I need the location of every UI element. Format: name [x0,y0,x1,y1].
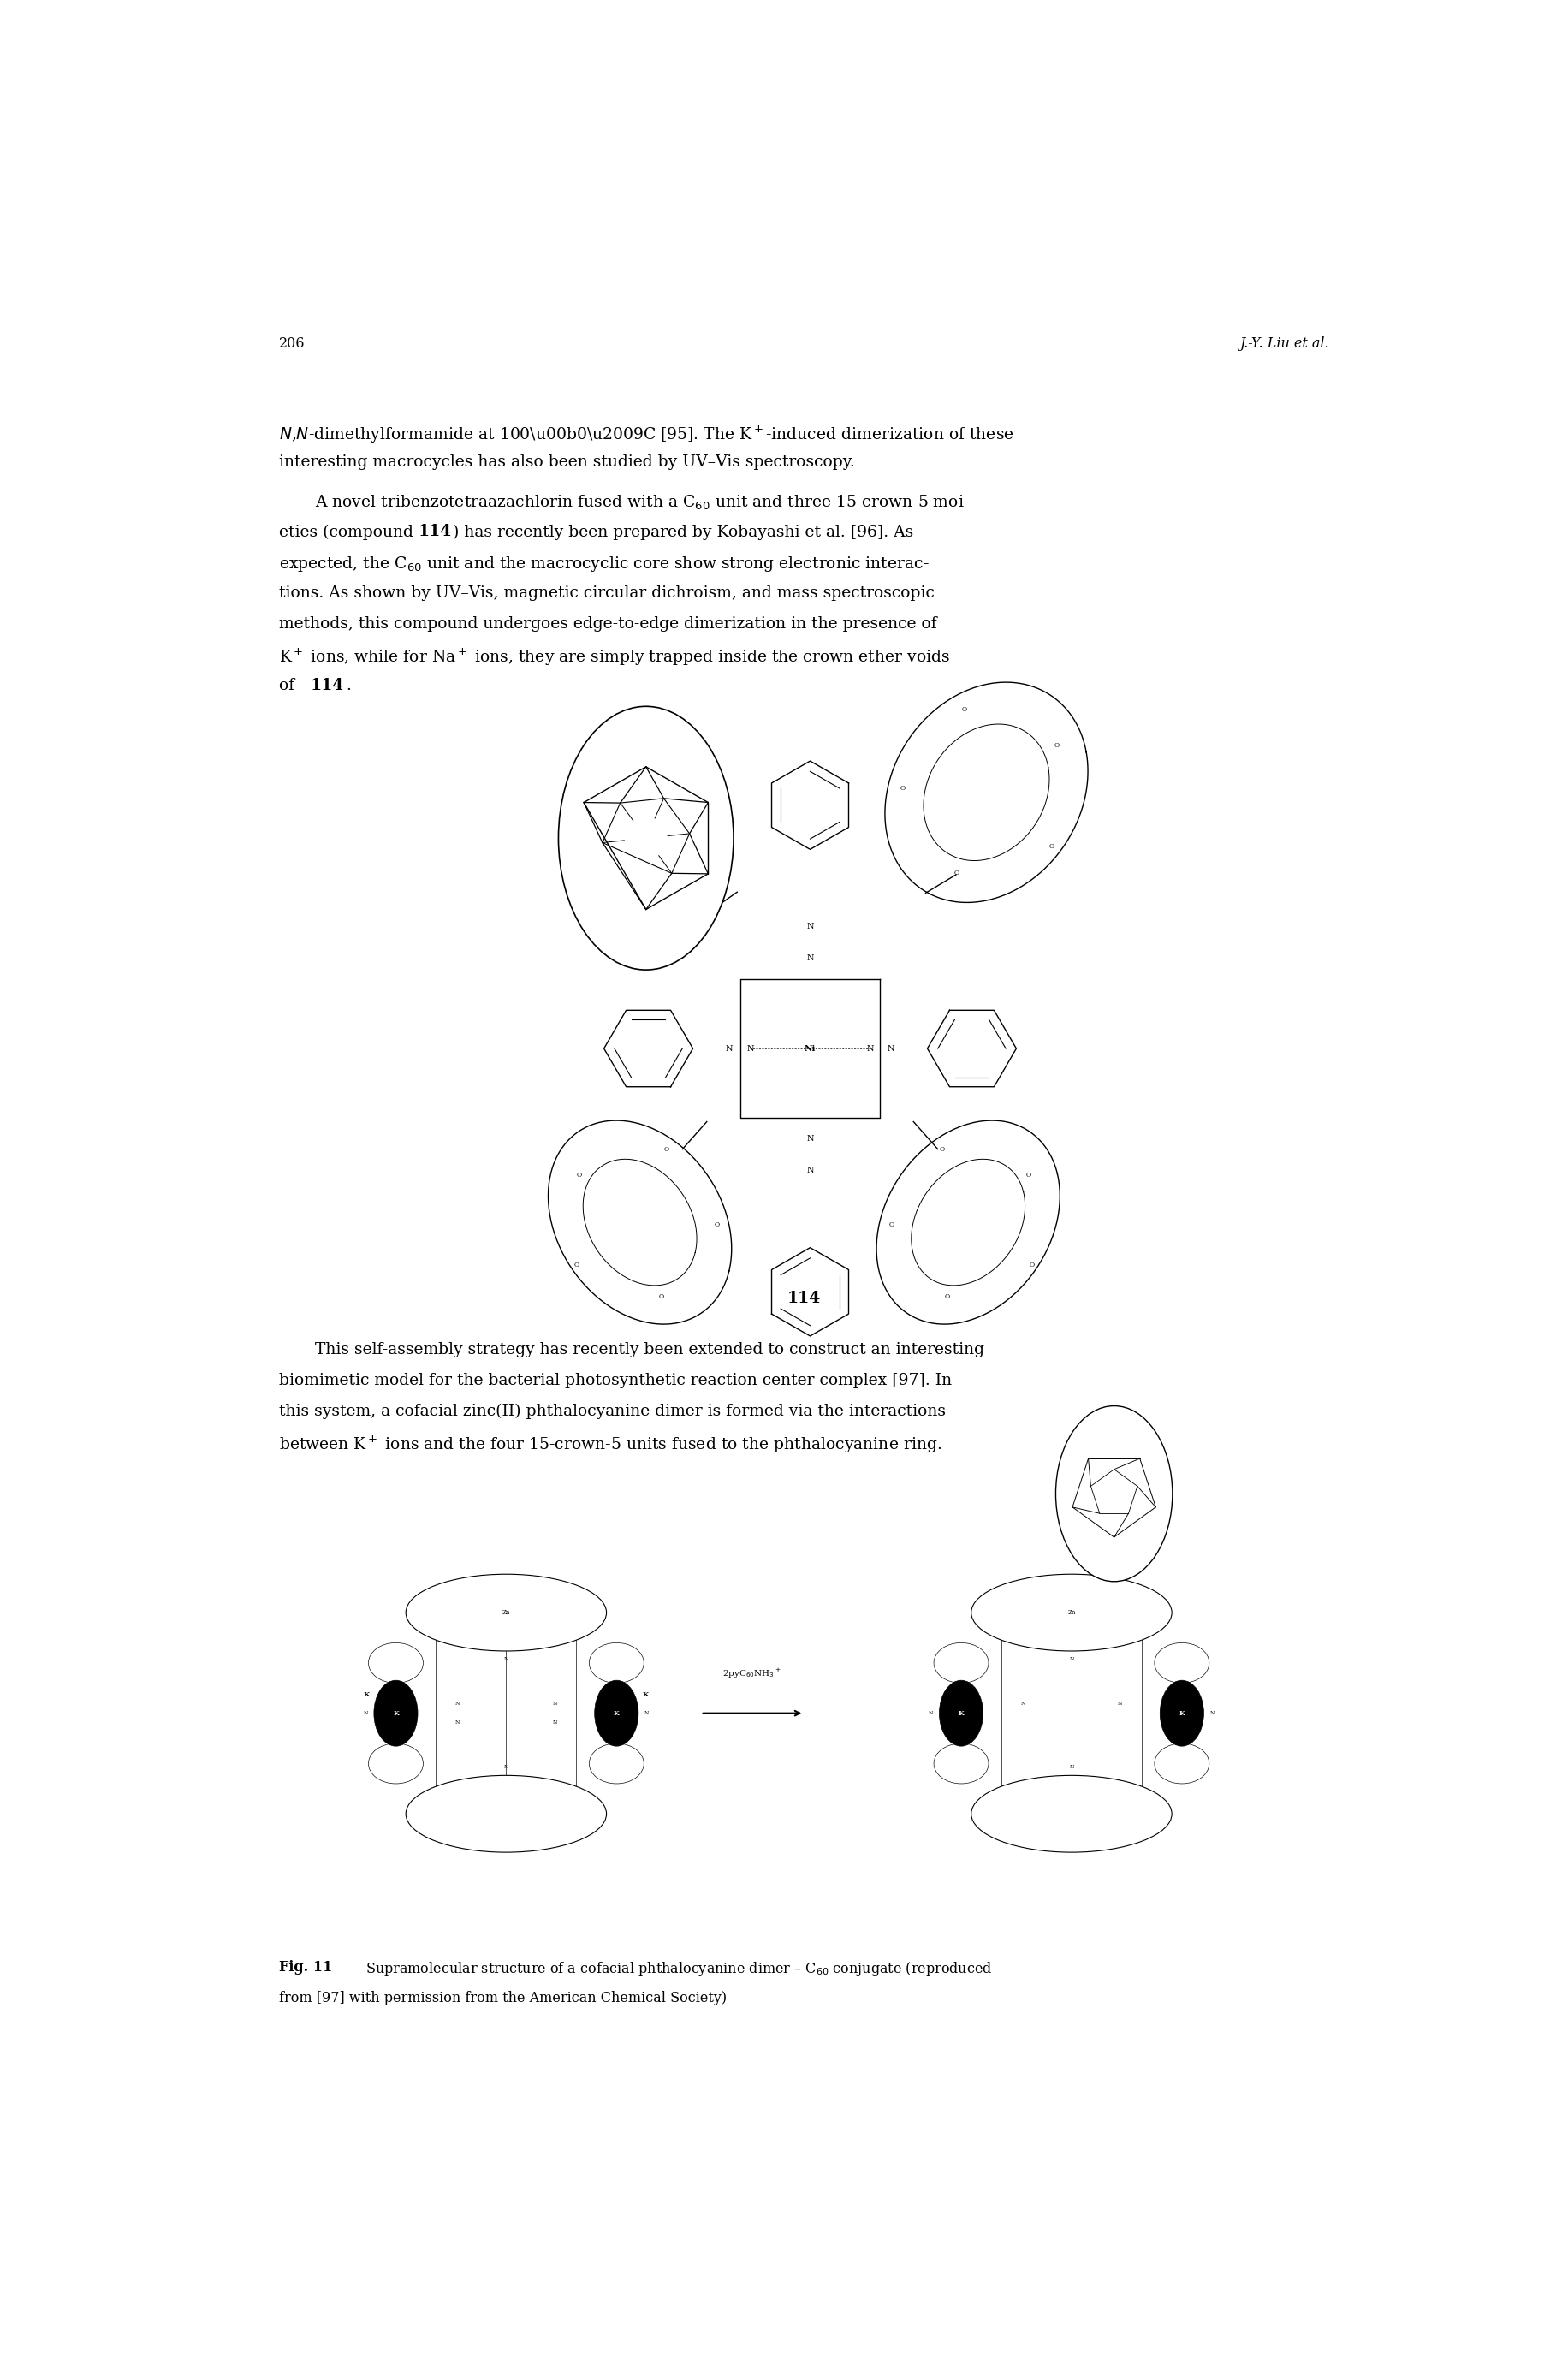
Text: Zn: Zn [1066,1609,1076,1616]
Text: N: N [887,1045,894,1053]
Text: N: N [1069,1765,1073,1770]
Text: J.-Y. Liu et al.: J.-Y. Liu et al. [1239,337,1328,352]
Text: N: N [1118,1701,1121,1706]
Circle shape [1159,1680,1203,1746]
Circle shape [594,1680,638,1746]
Text: N: N [455,1720,459,1725]
Text: O: O [659,1293,663,1300]
Text: from [97] with permission from the American Chemical Society): from [97] with permission from the Ameri… [279,1991,726,2005]
Text: N: N [1069,1658,1073,1661]
Text: $\it{N}$,$\it{N}$-dimethylformamide at 100\u00b0\u2009C [95]. The K$^+$-induced : $\it{N}$,$\it{N}$-dimethylformamide at 1… [279,425,1013,444]
Text: N: N [503,1765,508,1770]
Text: N: N [806,922,814,931]
Text: O: O [1049,843,1054,851]
Text: Zn: Zn [502,1609,510,1616]
Text: K: K [392,1711,398,1718]
Text: 2pyC$_{60}$NH$_3$$^+$: 2pyC$_{60}$NH$_3$$^+$ [721,1668,781,1680]
Text: Supramolecular structure of a cofacial phthalocyanine dimer – C$_{60}$ conjugate: Supramolecular structure of a cofacial p… [361,1960,993,1977]
Text: N: N [806,1167,814,1174]
Text: Fig. 11: Fig. 11 [279,1960,332,1974]
Text: O: O [944,1293,949,1300]
Text: N: N [503,1658,508,1661]
Text: K$^+$ ions, while for Na$^+$ ions, they are simply trapped inside the crown ethe: K$^+$ ions, while for Na$^+$ ions, they … [279,646,949,668]
Text: ) has recently been prepared by Kobayashi et al. [96]. As: ) has recently been prepared by Kobayash… [453,525,913,539]
Text: O: O [1054,741,1058,748]
Circle shape [558,706,734,969]
Text: N: N [552,1701,557,1706]
Ellipse shape [406,1775,607,1853]
Text: N: N [928,1711,933,1715]
Text: this system, a cofacial zinc(II) phthalocyanine dimer is formed via the interact: this system, a cofacial zinc(II) phthalo… [279,1404,946,1418]
Text: O: O [577,1171,582,1178]
Text: K: K [643,1692,649,1699]
Text: N: N [806,955,814,962]
Text: of: of [279,677,298,694]
Text: O: O [1025,1171,1030,1178]
Text: K: K [958,1711,964,1718]
Text: eties (compound: eties (compound [279,525,416,539]
Text: Ni: Ni [804,1045,815,1053]
Text: methods, this compound undergoes edge-to-edge dimerization in the presence of: methods, this compound undergoes edge-to… [279,615,936,632]
Text: N: N [866,1045,873,1053]
Text: interesting macrocycles has also been studied by UV–Vis spectroscopy.: interesting macrocycles has also been st… [279,454,855,470]
Text: O: O [1029,1262,1033,1269]
Text: N: N [1021,1701,1024,1706]
Text: 114: 114 [787,1290,820,1307]
Text: O: O [574,1262,579,1269]
Text: N: N [455,1701,459,1706]
Ellipse shape [406,1575,607,1651]
Text: N: N [806,1136,814,1143]
Text: O: O [900,784,905,791]
Text: N: N [1209,1711,1214,1715]
Text: O: O [939,1148,944,1152]
Text: O: O [961,706,967,713]
Text: biomimetic model for the bacterial photosynthetic reaction center complex [97]. : biomimetic model for the bacterial photo… [279,1373,952,1388]
Text: A novel tribenzotetraazachlorin fused with a C$_{60}$ unit and three 15-crown-5 : A novel tribenzotetraazachlorin fused wi… [315,494,969,511]
Circle shape [373,1680,417,1746]
Ellipse shape [971,1575,1171,1651]
Text: O: O [663,1148,668,1152]
Text: O: O [953,870,958,877]
Text: N: N [746,1045,753,1053]
Text: N: N [364,1711,368,1715]
Text: K: K [1178,1711,1184,1718]
Text: This self-assembly strategy has recently been extended to construct an interesti: This self-assembly strategy has recently… [315,1342,985,1357]
Text: K: K [364,1692,368,1699]
Text: N: N [552,1720,557,1725]
Text: O: O [713,1221,718,1228]
Text: between K$^+$ ions and the four 15-crown-5 units fused to the phthalocyanine rin: between K$^+$ ions and the four 15-crown… [279,1435,941,1454]
Text: 114: 114 [419,525,452,539]
Text: 114: 114 [310,677,343,694]
Circle shape [1055,1407,1171,1582]
Circle shape [939,1680,983,1746]
Text: N: N [726,1045,732,1053]
Text: .: . [345,677,351,694]
Text: tions. As shown by UV–Vis, magnetic circular dichroism, and mass spectroscopic: tions. As shown by UV–Vis, magnetic circ… [279,584,935,601]
Text: expected, the C$_{60}$ unit and the macrocyclic core show strong electronic inte: expected, the C$_{60}$ unit and the macr… [279,554,928,573]
Text: N: N [644,1711,649,1715]
Text: O: O [889,1221,894,1228]
Text: 206: 206 [279,337,304,352]
Text: K: K [613,1711,619,1718]
Ellipse shape [971,1775,1171,1853]
